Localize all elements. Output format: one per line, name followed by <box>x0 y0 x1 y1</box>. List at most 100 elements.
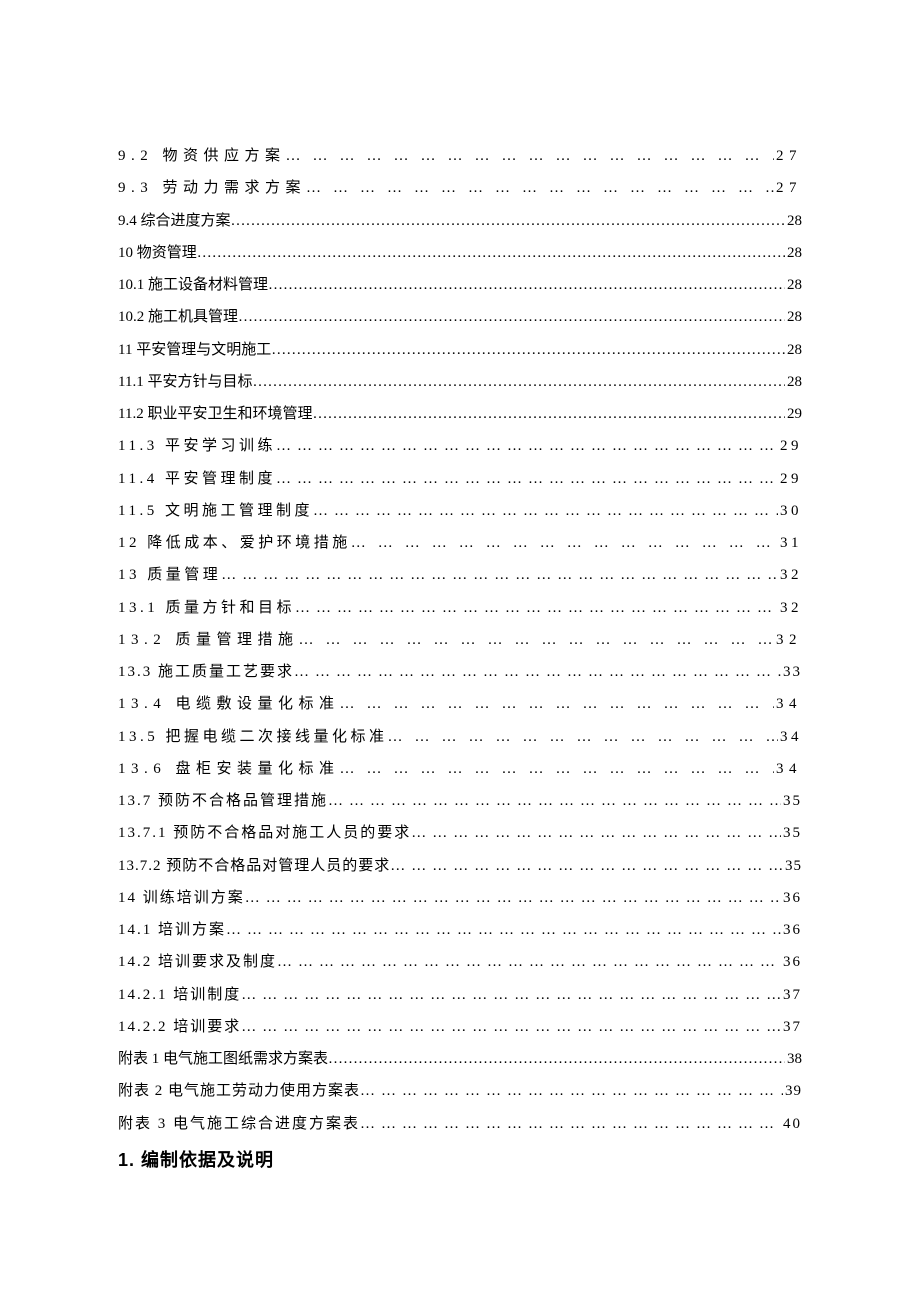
toc-entry-page: 29 <box>778 430 802 462</box>
toc-entry-title: 9.3 劳动力需求方案 <box>118 172 306 204</box>
table-of-contents: 9.2 物资供应方案………………………………………………………………………………… <box>118 140 802 1140</box>
toc-leader-dots: …………………………………………………………………………………………………………… <box>277 946 781 978</box>
toc-leader-dots: …………………………………………………………………………………………………………… <box>388 721 778 753</box>
toc-entry-page: 28 <box>785 301 802 333</box>
toc-entry-page: 36 <box>781 882 802 914</box>
toc-leader-dots: …………………………………………………………………………………………………………… <box>231 205 785 237</box>
toc-entry-page: 35 <box>783 850 802 882</box>
toc-entry-title: 11 平安管理与文明施工 <box>118 334 271 366</box>
toc-entry: 13.2 质量管理措施……………………………………………………………………………… <box>118 624 802 656</box>
toc-entry: 9.2 物资供应方案………………………………………………………………………………… <box>118 140 802 172</box>
toc-leader-dots: …………………………………………………………………………………………………………… <box>221 559 778 591</box>
toc-entry-title: 13.3 施工质量工艺要求 <box>118 656 294 688</box>
toc-entry: 附表 1 电气施工图纸需求方案表………………………………………………………………… <box>118 1043 802 1075</box>
toc-entry: 11.4 平安管理制度……………………………………………………………………………… <box>118 463 802 495</box>
toc-leader-dots: …………………………………………………………………………………………………………… <box>245 882 781 914</box>
toc-leader-dots: …………………………………………………………………………………………………………… <box>411 817 781 849</box>
toc-entry: 11.2 职业平安卫生和环境管理………………………………………………………………… <box>118 398 802 430</box>
toc-entry-page: 40 <box>781 1108 802 1140</box>
toc-leader-dots: …………………………………………………………………………………………………………… <box>271 334 785 366</box>
toc-leader-dots: …………………………………………………………………………………………………………… <box>328 1043 785 1075</box>
toc-entry-page: 33 <box>781 656 802 688</box>
toc-entry-page: 32 <box>774 624 802 656</box>
toc-entry-title: 11.1 平安方针与目标 <box>118 366 252 398</box>
toc-leader-dots: …………………………………………………………………………………………………………… <box>241 979 781 1011</box>
toc-entry: 13.7.2 预防不合格品对管理人员的要求…………………………………………………… <box>118 850 802 882</box>
toc-leader-dots: …………………………………………………………………………………………………………… <box>328 785 781 817</box>
toc-entry: 10 物资管理………………………………………………………………………………………… <box>118 237 802 269</box>
toc-entry: 9.3 劳动力需求方案……………………………………………………………………………… <box>118 172 802 204</box>
toc-entry: 13.3 施工质量工艺要求………………………………………………………………………… <box>118 656 802 688</box>
toc-leader-dots: …………………………………………………………………………………………………………… <box>268 269 785 301</box>
toc-entry: 附表 3 电气施工综合进度方案表………………………………………………………………… <box>118 1108 802 1140</box>
toc-entry: 11.1 平安方针与目标…………………………………………………………………………… <box>118 366 802 398</box>
toc-leader-dots: …………………………………………………………………………………………………………… <box>286 140 774 172</box>
toc-entry-title: 14.2 培训要求及制度 <box>118 946 277 978</box>
toc-leader-dots: …………………………………………………………………………………………………………… <box>312 398 785 430</box>
toc-entry-page: 34 <box>774 688 802 720</box>
toc-entry-title: 13.7 预防不合格品管理措施 <box>118 785 328 817</box>
toc-leader-dots: …………………………………………………………………………………………………………… <box>340 753 774 785</box>
section-heading: 1. 编制依据及说明 <box>118 1146 802 1172</box>
toc-leader-dots: …………………………………………………………………………………………………………… <box>313 495 778 527</box>
toc-entry-title: 11.4 平安管理制度 <box>118 463 276 495</box>
toc-leader-dots: …………………………………………………………………………………………………………… <box>351 527 778 559</box>
toc-leader-dots: …………………………………………………………………………………………………………… <box>241 1011 781 1043</box>
toc-entry-title: 13.7.2 预防不合格品对管理人员的要求 <box>118 850 390 882</box>
toc-entry-title: 12 降低成本、爱护环境措施 <box>118 527 351 559</box>
toc-entry-title: 10.2 施工机具管理 <box>118 301 238 333</box>
toc-entry: 14.2.2 培训要求……………………………………………………………………………… <box>118 1011 802 1043</box>
toc-entry: 11.5 文明施工管理制度………………………………………………………………………… <box>118 495 802 527</box>
toc-entry-page: 28 <box>785 269 802 301</box>
toc-entry-page: 37 <box>781 979 802 1011</box>
toc-entry: 10.2 施工机具管理……………………………………………………………………………… <box>118 301 802 333</box>
toc-entry-title: 14.2.1 培训制度 <box>118 979 241 1011</box>
toc-entry-page: 27 <box>774 140 802 172</box>
toc-leader-dots: …………………………………………………………………………………………………………… <box>340 688 774 720</box>
toc-entry-title: 13.7.1 预防不合格品对施工人员的要求 <box>118 817 411 849</box>
toc-entry-page: 28 <box>785 366 802 398</box>
toc-entry-page: 37 <box>781 1011 802 1043</box>
toc-entry: 13.7.1 预防不合格品对施工人员的要求…………………………………………………… <box>118 817 802 849</box>
toc-entry: 14.2 培训要求及制度…………………………………………………………………………… <box>118 946 802 978</box>
toc-entry-page: 28 <box>785 334 802 366</box>
toc-entry: 11.3 平安学习训练……………………………………………………………………………… <box>118 430 802 462</box>
toc-leader-dots: …………………………………………………………………………………………………………… <box>238 301 785 333</box>
toc-entry-title: 13.6 盘柜安装量化标准 <box>118 753 340 785</box>
toc-leader-dots: …………………………………………………………………………………………………………… <box>360 1075 783 1107</box>
toc-entry: 13.5 把握电缆二次接线量化标准……………………………………………………………… <box>118 721 802 753</box>
toc-entry: 11 平安管理与文明施工…………………………………………………………………………… <box>118 334 802 366</box>
toc-leader-dots: …………………………………………………………………………………………………………… <box>360 1108 781 1140</box>
toc-entry-page: 27 <box>774 172 802 204</box>
toc-entry-title: 附表 1 电气施工图纸需求方案表 <box>118 1043 328 1075</box>
toc-entry-page: 31 <box>778 527 802 559</box>
toc-entry-page: 34 <box>778 721 802 753</box>
toc-entry: 14.1 培训方案…………………………………………………………………………………… <box>118 914 802 946</box>
toc-entry-page: 38 <box>785 1043 802 1075</box>
toc-leader-dots: …………………………………………………………………………………………………………… <box>276 430 778 462</box>
toc-leader-dots: …………………………………………………………………………………………………………… <box>295 592 778 624</box>
toc-entry-title: 14.1 培训方案 <box>118 914 226 946</box>
toc-entry-page: 29 <box>785 398 802 430</box>
toc-leader-dots: …………………………………………………………………………………………………………… <box>306 172 774 204</box>
toc-entry-page: 36 <box>781 914 802 946</box>
toc-entry-title: 14 训练培训方案 <box>118 882 245 914</box>
toc-leader-dots: …………………………………………………………………………………………………………… <box>252 366 785 398</box>
toc-entry-title: 10 物资管理 <box>118 237 197 269</box>
toc-entry: 13 质量管理………………………………………………………………………………………… <box>118 559 802 591</box>
toc-entry-title: 14.2.2 培训要求 <box>118 1011 241 1043</box>
toc-entry: 13.4 电缆敷设量化标准………………………………………………………………………… <box>118 688 802 720</box>
toc-entry: 14.2.1 培训制度……………………………………………………………………………… <box>118 979 802 1011</box>
toc-entry-title: 附表 3 电气施工综合进度方案表 <box>118 1108 360 1140</box>
toc-leader-dots: …………………………………………………………………………………………………………… <box>226 914 781 946</box>
toc-entry: 9.4 综合进度方案………………………………………………………………………………… <box>118 205 802 237</box>
toc-entry-title: 10.1 施工设备材料管理 <box>118 269 268 301</box>
toc-entry-page: 34 <box>774 753 802 785</box>
toc-entry-title: 11.3 平安学习训练 <box>118 430 276 462</box>
toc-entry-page: 30 <box>778 495 802 527</box>
toc-entry: 13.1 质量方针和目标…………………………………………………………………………… <box>118 592 802 624</box>
toc-entry-title: 13.5 把握电缆二次接线量化标准 <box>118 721 388 753</box>
toc-leader-dots: …………………………………………………………………………………………………………… <box>390 850 783 882</box>
toc-entry: 14 训练培训方案…………………………………………………………………………………… <box>118 882 802 914</box>
toc-entry: 附表 2 电气施工劳动力使用方案表……………………………………………………………… <box>118 1075 802 1107</box>
